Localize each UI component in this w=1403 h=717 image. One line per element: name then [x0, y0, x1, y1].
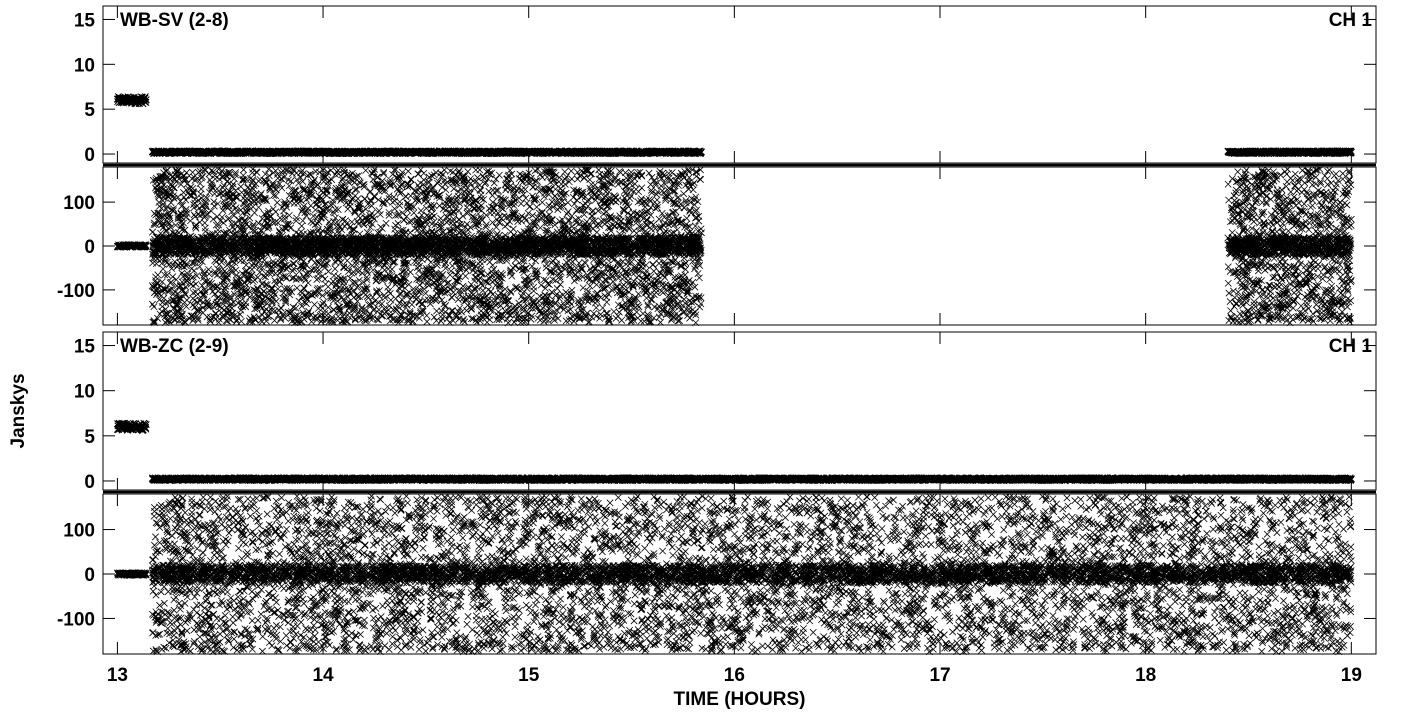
- panel-2-amp-series-2: [148, 474, 1355, 485]
- panel-title: WB-SV (2-8): [120, 10, 229, 31]
- y-tick-label: 15: [74, 337, 96, 358]
- panel-1-phase-series-2: [148, 165, 705, 327]
- y-tick-label: -100: [57, 281, 95, 302]
- panel-1-amp-frame: [102, 5, 1377, 164]
- y-tick-label: 5: [84, 427, 95, 448]
- panel-1-phase-series-3: [1224, 165, 1355, 327]
- y-tick-label: 0: [84, 565, 95, 586]
- panel-2-phase-series-1: [113, 569, 150, 579]
- panel-1-phase-series-1: [113, 241, 150, 251]
- x-tick-label: 18: [1135, 665, 1156, 686]
- y-tick-label: 0: [84, 237, 95, 258]
- channel-label: CH 1: [1329, 336, 1373, 357]
- x-axis-title: TIME (HOURS): [674, 689, 806, 710]
- panel-2-amp-frame: [102, 331, 1377, 491]
- y-tick-label: -100: [57, 609, 95, 630]
- y-tick-label: 5: [84, 100, 95, 121]
- y-tick-label: 100: [63, 193, 95, 214]
- x-tick-label: 16: [724, 665, 745, 686]
- x-tick-label: 19: [1341, 665, 1362, 686]
- y-tick-label: 100: [63, 521, 95, 542]
- y-tick-label: 10: [74, 55, 95, 76]
- panel-1-amp-series-1: [113, 93, 150, 108]
- panel-2-amp-series-1: [113, 419, 150, 434]
- y-tick-label: 0: [84, 145, 95, 166]
- panel-1-amp-series-3: [1224, 147, 1355, 158]
- y-tick-label: 0: [84, 472, 95, 493]
- panel-2-phase-series-2: [148, 492, 1355, 656]
- x-tick-label: 13: [107, 665, 128, 686]
- y-tick-label: 15: [74, 10, 96, 31]
- x-tick-label: 14: [312, 665, 334, 686]
- panel-title: WB-ZC (2-9): [120, 336, 229, 357]
- x-tick-label: 17: [929, 665, 950, 686]
- y-tick-label: 10: [74, 382, 95, 403]
- y-axis-title: Janskys: [8, 373, 29, 448]
- channel-label: CH 1: [1329, 10, 1373, 31]
- panel-1-amp-series-2: [148, 147, 706, 158]
- x-tick-label: 15: [518, 665, 540, 686]
